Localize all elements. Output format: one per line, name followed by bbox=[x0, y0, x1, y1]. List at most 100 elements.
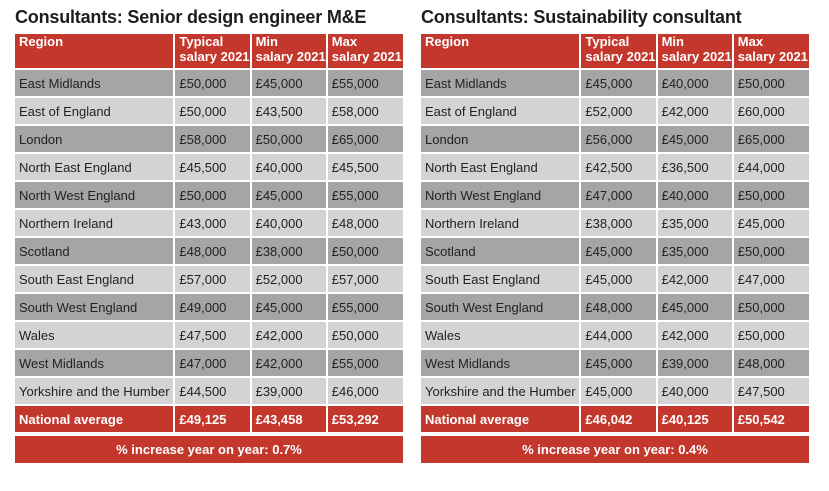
typical-salary-cell: £57,000 bbox=[174, 265, 252, 294]
min-salary-cell: £40,000 bbox=[250, 153, 328, 182]
table-row: South East England £45,000 £42,000 £47,000 bbox=[421, 265, 809, 294]
table-row: Northern Ireland £43,000 £40,000 £48,000 bbox=[15, 209, 403, 238]
table-row: East of England £52,000 £42,000 £60,000 bbox=[421, 97, 809, 126]
min-salary-cell: £42,000 bbox=[656, 265, 734, 294]
min-salary-cell: £45,000 bbox=[250, 181, 328, 210]
min-salary-cell: £39,000 bbox=[250, 377, 328, 406]
min-salary-cell: £35,000 bbox=[656, 209, 734, 238]
min-salary-cell: £42,000 bbox=[250, 321, 328, 350]
region-cell: Wales bbox=[15, 321, 176, 350]
min-salary-cell: £45,000 bbox=[250, 293, 328, 322]
max-salary-cell: £65,000 bbox=[732, 125, 809, 154]
region-cell: West Midlands bbox=[15, 349, 176, 378]
table-title: Consultants: Sustainability consultant bbox=[421, 7, 742, 27]
typical-salary-cell: £45,000 bbox=[580, 265, 658, 294]
table-row: Northern Ireland £38,000 £35,000 £45,000 bbox=[421, 209, 809, 238]
average-min: £40,125 bbox=[656, 405, 734, 434]
min-salary-cell: £52,000 bbox=[250, 265, 328, 294]
min-salary-cell: £40,000 bbox=[250, 209, 328, 238]
min-salary-cell: £45,000 bbox=[656, 125, 734, 154]
header-min: Min salary 2021 bbox=[656, 34, 734, 70]
min-salary-cell: £42,000 bbox=[656, 97, 734, 126]
average-label: National average bbox=[421, 405, 582, 434]
table-panel-senior-design-engineer: Consultants: Senior design engineer M&E … bbox=[15, 0, 403, 463]
region-cell: Northern Ireland bbox=[15, 209, 176, 238]
typical-salary-cell: £47,000 bbox=[174, 349, 252, 378]
min-salary-cell: £42,000 bbox=[250, 349, 328, 378]
min-salary-cell: £45,000 bbox=[250, 69, 328, 98]
year-on-year-increase: % increase year on year: 0.4% bbox=[421, 436, 809, 463]
average-label: National average bbox=[15, 405, 176, 434]
header-region: Region bbox=[421, 34, 582, 70]
average-typical: £49,125 bbox=[174, 405, 252, 434]
typical-salary-cell: £44,500 bbox=[174, 377, 252, 406]
table-row: South West England £49,000 £45,000 £55,000 bbox=[15, 293, 403, 322]
average-max: £53,292 bbox=[326, 405, 403, 434]
max-salary-cell: £46,000 bbox=[326, 377, 403, 406]
max-salary-cell: £55,000 bbox=[326, 349, 403, 378]
typical-salary-cell: £45,500 bbox=[174, 153, 252, 182]
average-min: £43,458 bbox=[250, 405, 328, 434]
min-salary-cell: £38,000 bbox=[250, 237, 328, 266]
header-max: Max salary 2021 bbox=[326, 34, 403, 70]
region-cell: East Midlands bbox=[421, 69, 582, 98]
table-row: West Midlands £47,000 £42,000 £55,000 bbox=[15, 349, 403, 378]
max-salary-cell: £50,000 bbox=[732, 293, 809, 322]
year-on-year-increase: % increase year on year: 0.7% bbox=[15, 436, 403, 463]
region-cell: Northern Ireland bbox=[421, 209, 582, 238]
max-salary-cell: £57,000 bbox=[326, 265, 403, 294]
region-cell: South East England bbox=[15, 265, 176, 294]
header-typical: Typical salary 2021 bbox=[580, 34, 658, 70]
min-salary-cell: £40,000 bbox=[656, 69, 734, 98]
national-average-row: National average £46,042 £40,125 £50,542 bbox=[421, 405, 809, 434]
region-cell: Wales bbox=[421, 321, 582, 350]
region-cell: East of England bbox=[421, 97, 582, 126]
region-cell: East Midlands bbox=[15, 69, 176, 98]
max-salary-cell: £44,000 bbox=[732, 153, 809, 182]
min-salary-cell: £50,000 bbox=[250, 125, 328, 154]
max-salary-cell: £50,000 bbox=[326, 237, 403, 266]
region-cell: South West England bbox=[421, 293, 582, 322]
max-salary-cell: £65,000 bbox=[326, 125, 403, 154]
max-salary-cell: £50,000 bbox=[732, 181, 809, 210]
typical-salary-cell: £45,000 bbox=[580, 69, 658, 98]
salary-table: Region Typical salary 2021 Min salary 2021… bbox=[421, 34, 809, 434]
typical-salary-cell: £45,000 bbox=[580, 349, 658, 378]
average-max: £50,542 bbox=[732, 405, 809, 434]
typical-salary-cell: £48,000 bbox=[174, 237, 252, 266]
typical-salary-cell: £52,000 bbox=[580, 97, 658, 126]
salary-table: Region Typical salary 2021 Min salary 2021… bbox=[15, 34, 403, 434]
table-row: East Midlands £45,000 £40,000 £50,000 bbox=[421, 69, 809, 98]
national-average-row: National average £49,125 £43,458 £53,292 bbox=[15, 405, 403, 434]
table-row: London £58,000 £50,000 £65,000 bbox=[15, 125, 403, 154]
header-row: Region Typical salary 2021 Min salary 2021… bbox=[15, 34, 403, 70]
max-salary-cell: £48,000 bbox=[326, 209, 403, 238]
min-salary-cell: £35,000 bbox=[656, 237, 734, 266]
region-cell: London bbox=[15, 125, 176, 154]
header-max: Max salary 2021 bbox=[732, 34, 809, 70]
region-cell: South East England bbox=[421, 265, 582, 294]
region-cell: Yorkshire and the Humber bbox=[15, 377, 176, 406]
typical-salary-cell: £58,000 bbox=[174, 125, 252, 154]
table-row: South West England £48,000 £45,000 £50,000 bbox=[421, 293, 809, 322]
table-row: South East England £57,000 £52,000 £57,000 bbox=[15, 265, 403, 294]
min-salary-cell: £39,000 bbox=[656, 349, 734, 378]
table-row: East of England £50,000 £43,500 £58,000 bbox=[15, 97, 403, 126]
table-panel-sustainability-consultant: Consultants: Sustainability consultant R… bbox=[421, 0, 809, 463]
typical-salary-cell: £42,500 bbox=[580, 153, 658, 182]
min-salary-cell: £43,500 bbox=[250, 97, 328, 126]
table-row: Yorkshire and the Humber £45,000 £40,000 £4… bbox=[421, 377, 809, 406]
region-cell: South West England bbox=[15, 293, 176, 322]
region-cell: East of England bbox=[15, 97, 176, 126]
typical-salary-cell: £56,000 bbox=[580, 125, 658, 154]
header-typical: Typical salary 2021 bbox=[174, 34, 252, 70]
table-row: North East England £45,500 £40,000 £45,500 bbox=[15, 153, 403, 182]
region-cell: Scotland bbox=[421, 237, 582, 266]
typical-salary-cell: £45,000 bbox=[580, 377, 658, 406]
table-body: East Midlands £45,000 £40,000 £50,000 East o… bbox=[421, 69, 809, 406]
min-salary-cell: £40,000 bbox=[656, 377, 734, 406]
max-salary-cell: £47,000 bbox=[732, 265, 809, 294]
region-cell: West Midlands bbox=[421, 349, 582, 378]
typical-salary-cell: £50,000 bbox=[174, 97, 252, 126]
max-salary-cell: £55,000 bbox=[326, 181, 403, 210]
